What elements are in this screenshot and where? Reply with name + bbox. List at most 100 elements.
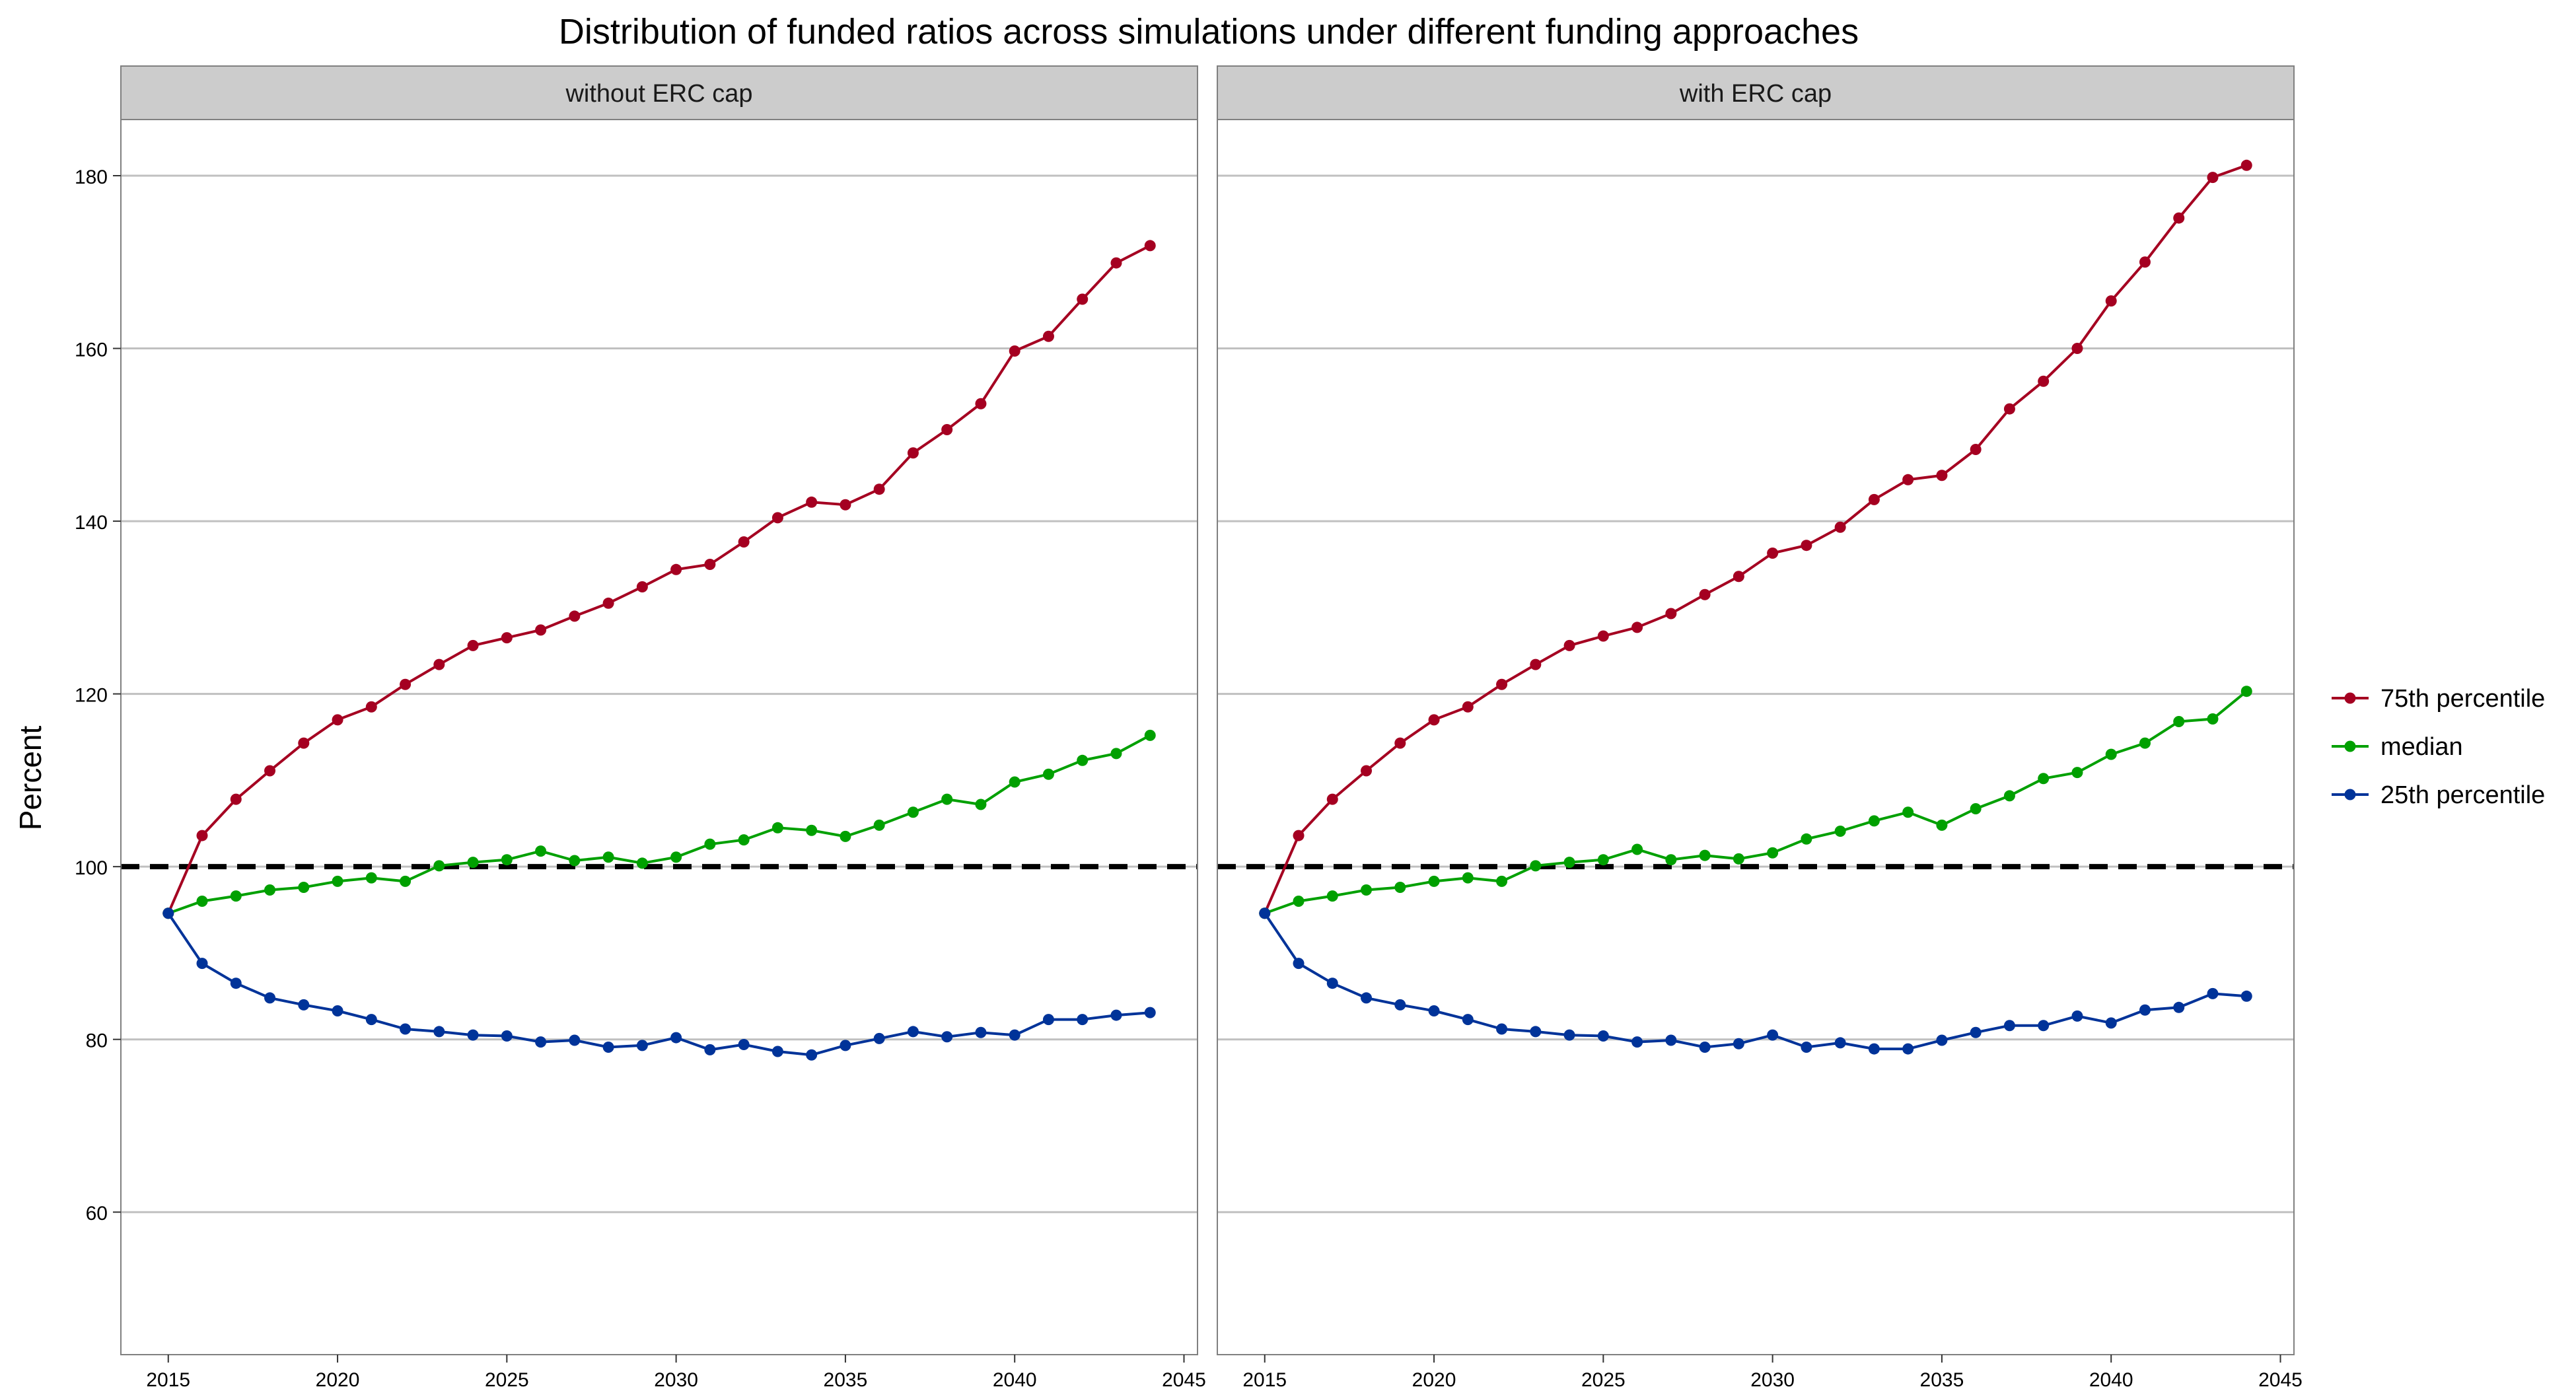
data-point (2071, 767, 2083, 779)
data-point (1868, 493, 1880, 505)
data-point (2240, 990, 2252, 1002)
data-point (907, 806, 919, 818)
x-tick-label: 2030 (1750, 1369, 1795, 1387)
y-tick-label: 160 (75, 339, 108, 361)
data-point (1110, 257, 1122, 269)
data-point (840, 830, 851, 842)
data-point (1631, 1036, 1643, 1048)
data-point (1462, 1014, 1474, 1026)
data-point (1462, 872, 1474, 884)
data-point (636, 1040, 648, 1051)
data-point (1394, 999, 1406, 1011)
x-tick-label: 2045 (2258, 1369, 2303, 1387)
panel-strip-label: with ERC cap (1679, 80, 1832, 108)
data-point (1970, 1026, 1982, 1038)
legend: 75th percentile median 25th percentile (2332, 685, 2545, 809)
data-point (1428, 714, 1440, 726)
data-point (501, 854, 513, 866)
data-point (1326, 793, 1338, 805)
data-point (332, 875, 343, 887)
legend-key-point (2344, 789, 2356, 800)
x-tick-label: 2015 (1242, 1369, 1287, 1387)
data-point (365, 701, 377, 713)
data-point (771, 1046, 783, 1057)
data-point (2003, 790, 2015, 802)
x-tick-label: 2020 (1412, 1369, 1456, 1387)
data-point (636, 857, 648, 869)
data-point (1077, 754, 1089, 766)
x-tick-label: 2035 (824, 1369, 868, 1387)
data-point (1394, 882, 1406, 894)
y-axis-label: Percent (13, 726, 48, 831)
data-point (2105, 1017, 2117, 1029)
data-point (1902, 806, 1914, 818)
series-line (1263, 164, 2247, 914)
data-point (2139, 256, 2151, 268)
data-point (2038, 375, 2050, 387)
data-point (1293, 958, 1305, 970)
data-point (1665, 854, 1677, 866)
data-point (1936, 470, 1948, 481)
data-point (433, 860, 445, 872)
data-point (1868, 1043, 1880, 1055)
data-point (2173, 715, 2185, 727)
x-tick-label: 2020 (316, 1369, 360, 1387)
data-point (298, 999, 310, 1011)
data-point (738, 834, 750, 846)
data-point (230, 978, 242, 989)
data-point (738, 1039, 750, 1051)
plot-background (121, 120, 1198, 1355)
data-point (298, 737, 310, 749)
data-point (941, 1031, 953, 1043)
data-point (806, 496, 818, 508)
legend-key-point (2344, 692, 2356, 704)
data-point (1834, 826, 1846, 837)
x-tick-label: 2040 (993, 1369, 1037, 1387)
data-point (2003, 403, 2015, 415)
data-point (1665, 608, 1677, 620)
data-point (1834, 521, 1846, 533)
data-point (1970, 803, 1982, 815)
data-point (298, 882, 310, 894)
data-point (1936, 1034, 1948, 1046)
x-tick-label: 2025 (1581, 1369, 1626, 1387)
data-point (704, 838, 716, 850)
series-line (1264, 912, 2247, 1051)
data-point (162, 907, 174, 919)
data-point (1801, 1041, 1812, 1053)
panel-border (1217, 119, 2295, 1355)
x-tick-label: 2040 (2089, 1369, 2133, 1387)
data-point (2003, 1020, 2015, 1032)
data-point (1326, 890, 1338, 902)
data-point (602, 1041, 614, 1053)
chart-title: Distribution of funded ratios across sim… (559, 12, 1859, 52)
data-point (975, 799, 987, 810)
data-point (1077, 1014, 1089, 1026)
data-point (1767, 1029, 1779, 1041)
data-point (873, 819, 885, 831)
y-tick-label: 80 (86, 1030, 108, 1052)
x-tick-label: 2025 (485, 1369, 529, 1387)
data-point (1293, 895, 1305, 907)
data-point (840, 1040, 851, 1051)
legend-item: 25th percentile (2332, 781, 2545, 809)
data-point (1733, 853, 1744, 865)
panel-strip-label: without ERC cap (565, 80, 752, 108)
data-point (2207, 987, 2219, 999)
data-point (2038, 1020, 2050, 1032)
plot-background (1217, 120, 2294, 1355)
data-point (2071, 343, 2083, 355)
panels: without ERC cap 2015 2020 2025 2030 2035 2040 2… (75, 65, 2303, 1387)
data-point (1530, 1026, 1542, 1038)
y-tick-label: 100 (75, 857, 108, 879)
data-point (1496, 678, 1508, 690)
data-point (569, 855, 581, 867)
data-point (1936, 819, 1948, 831)
series-line (1264, 690, 2248, 915)
data-point (400, 678, 411, 690)
data-point (1428, 875, 1440, 887)
legend-item: median (2332, 733, 2463, 761)
data-point (1042, 768, 1054, 780)
data-point (1361, 765, 1373, 777)
x-tick-label: 2045 (1162, 1369, 1206, 1387)
